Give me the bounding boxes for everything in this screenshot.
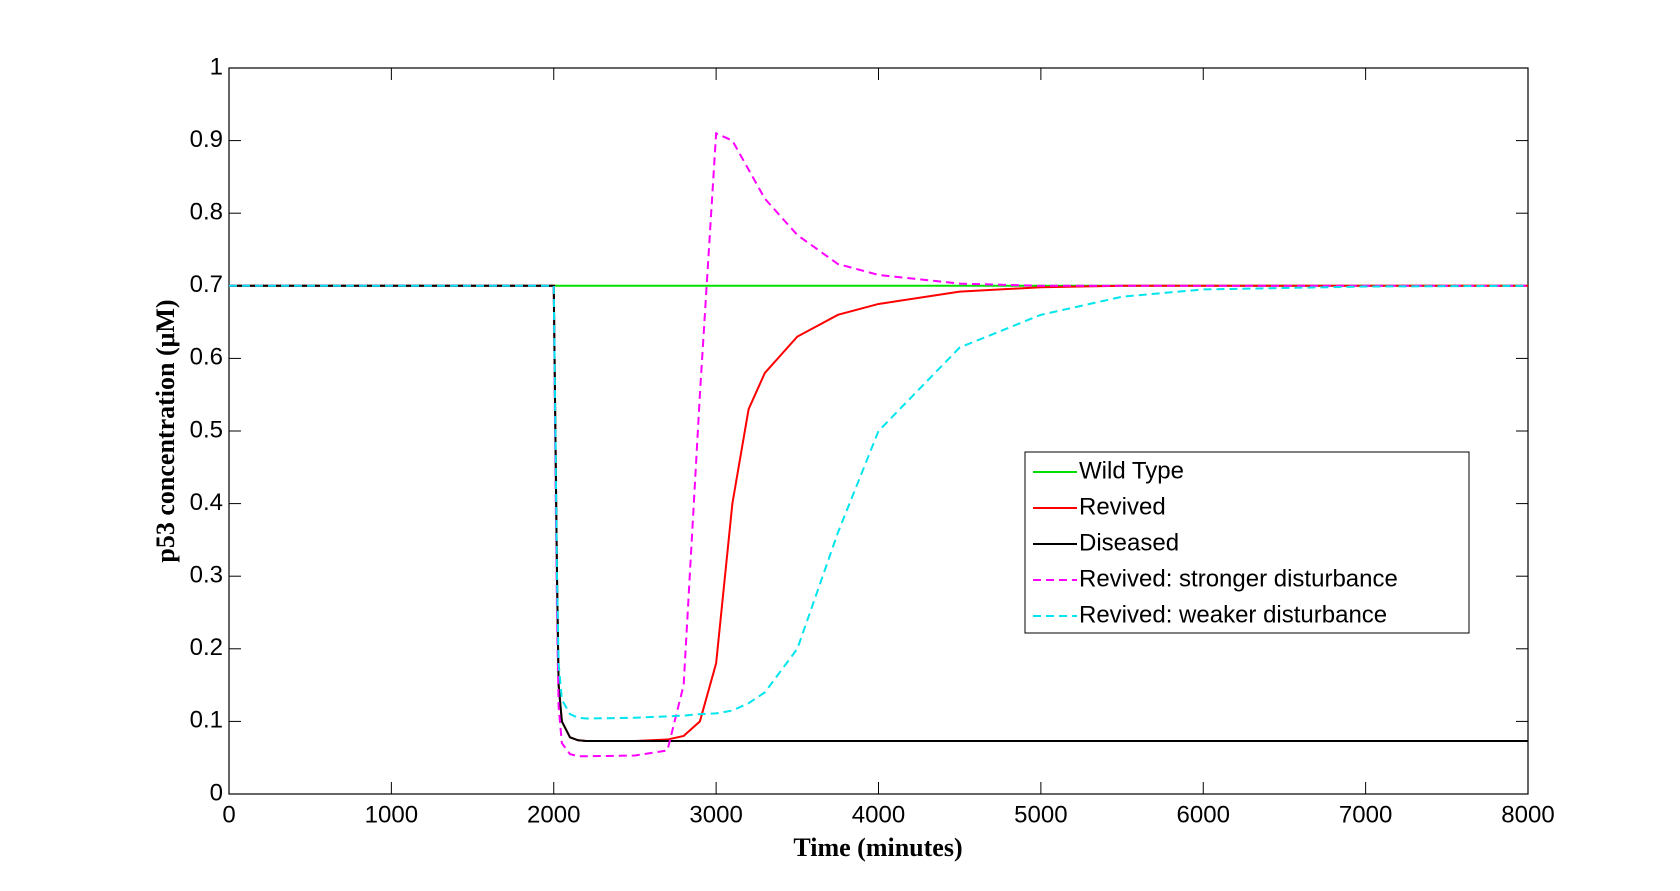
x-tick-label: 5000: [1014, 801, 1067, 828]
x-tick-label: 6000: [1177, 801, 1230, 828]
x-tick-label: 7000: [1339, 801, 1392, 828]
y-tick-label: 0.3: [190, 562, 223, 589]
legend-label: Diseased: [1079, 529, 1179, 556]
legend-label: Wild Type: [1079, 457, 1184, 484]
legend-label: Revived: [1079, 493, 1166, 520]
y-tick-label: 0.1: [190, 707, 223, 734]
x-tick-label: 2000: [527, 801, 580, 828]
y-tick-label: 0.5: [190, 416, 223, 443]
y-axis-label: p53 concentration (μM): [151, 299, 180, 562]
legend-label: Revived: stronger disturbance: [1079, 565, 1398, 592]
plot-frame: [228, 67, 1529, 795]
y-tick-label: 0.8: [190, 199, 223, 226]
x-tick-label: 3000: [689, 801, 742, 828]
x-tick-label: 8000: [1501, 801, 1554, 828]
y-tick-label: 0.2: [190, 634, 223, 661]
series-line: [229, 131, 1528, 758]
y-tick-label: 0: [210, 779, 223, 806]
x-tick-label: 1000: [365, 801, 418, 828]
y-tick-label: 0.4: [190, 489, 223, 516]
y-tick-label: 0.6: [190, 344, 223, 371]
series-line: [229, 284, 1529, 720]
x-axis-label: Time (minutes): [793, 833, 962, 862]
y-tick-label: 0.9: [190, 126, 223, 153]
legend-box: [1024, 451, 1470, 634]
y-tick-label: 0.7: [190, 271, 223, 298]
legend-label: Revived: weaker disturbance: [1079, 601, 1387, 628]
y-tick-label: 1: [210, 53, 223, 80]
x-tick-label: 0: [222, 801, 235, 828]
x-tick-label: 4000: [852, 801, 905, 828]
